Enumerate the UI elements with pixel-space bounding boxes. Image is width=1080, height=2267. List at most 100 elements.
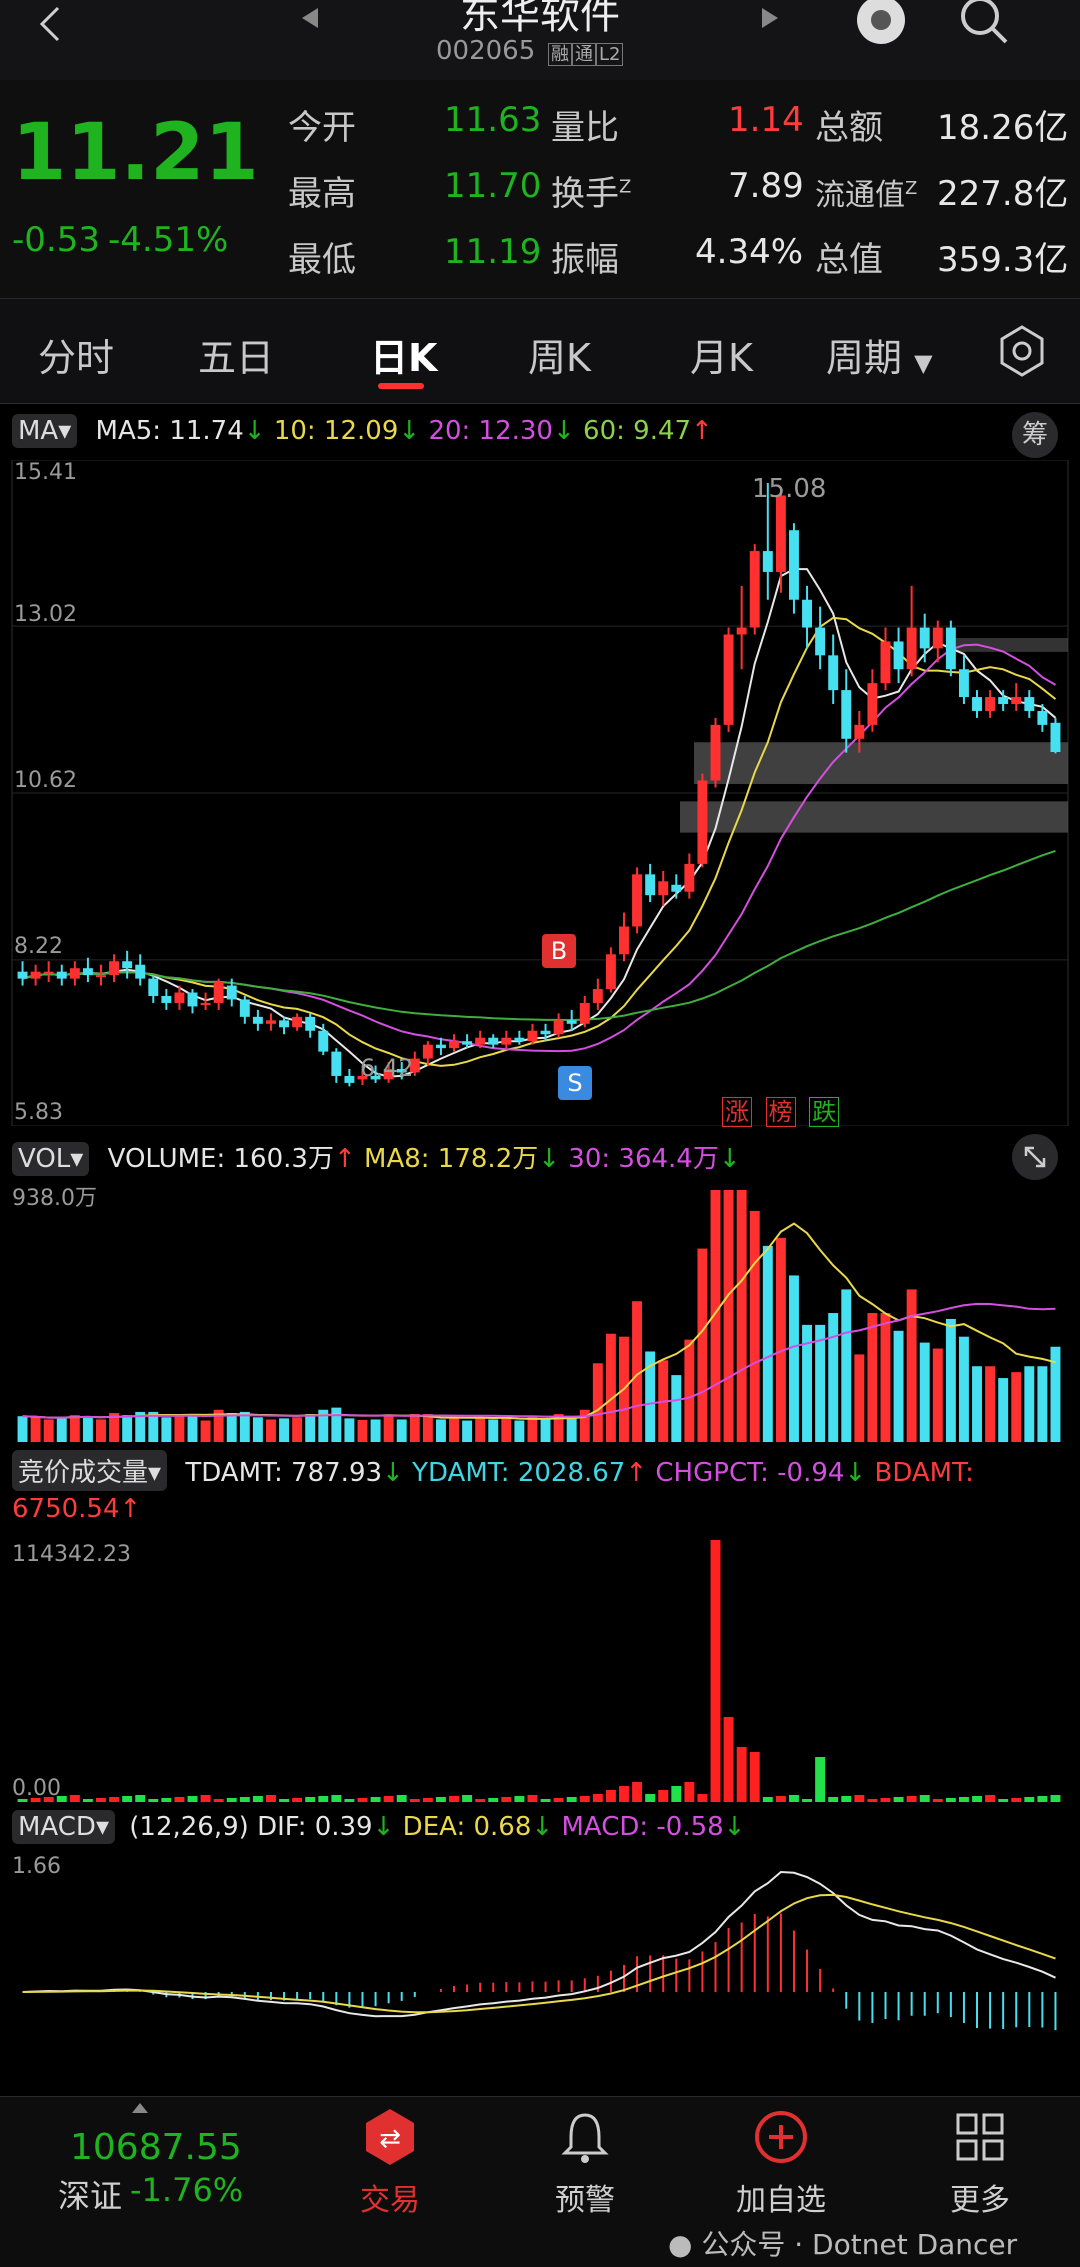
volume-bar [344, 1418, 355, 1442]
kline-chart[interactable] [0, 460, 1080, 1126]
auction-bar [318, 1796, 329, 1802]
auction-indicator-select[interactable]: 竞价成交量▾ [12, 1450, 168, 1491]
macd-chart[interactable] [0, 1852, 1080, 2092]
settings-icon[interactable] [996, 323, 1048, 379]
candle-body [945, 627, 956, 670]
bdamt-value-row: 6750.54↑ [12, 1494, 142, 1524]
auction-bar [788, 1795, 799, 1802]
nav-alert[interactable]: 预警 [535, 2107, 635, 2219]
candle-body [592, 989, 603, 1003]
candle-body [684, 863, 695, 892]
auction-bar [475, 1799, 486, 1802]
sell-marker[interactable]: S [558, 1066, 592, 1100]
rank-tag-down[interactable]: 跌 [809, 1097, 840, 1127]
rank-tag-up[interactable]: 涨 [722, 1097, 752, 1127]
back-arrow-icon[interactable] [30, 4, 70, 44]
volume-bar [749, 1210, 760, 1442]
tab-weekly-k[interactable]: 周K [528, 336, 591, 380]
high-label: 最高 [288, 174, 356, 214]
camera-icon[interactable] [853, 0, 909, 50]
volume-bar [893, 1330, 904, 1442]
dea-line [22, 1893, 1056, 2014]
candle-body [958, 669, 969, 698]
period-tabs: 分时 五日 日K 周K 月K 周期 ▼ [0, 298, 1080, 404]
auction-bar [867, 1799, 878, 1802]
chip-distribution-button[interactable]: 筹 [1012, 412, 1058, 458]
auction-bar [174, 1797, 185, 1802]
candle-body [435, 1044, 446, 1049]
tdamt-value: TDAMT: 787.93 [185, 1458, 383, 1488]
auction-bar [841, 1796, 852, 1802]
amplitude-value: 4.34% [695, 232, 804, 272]
auction-bar [292, 1798, 303, 1802]
auction-bar [435, 1797, 446, 1802]
volume-bar [305, 1414, 316, 1442]
next-stock-icon[interactable] [758, 6, 782, 30]
search-icon[interactable] [956, 0, 1016, 50]
rank-tags[interactable]: 涨 榜 跌 [722, 1092, 840, 1127]
buy-marker[interactable]: B [542, 934, 576, 968]
volume-bar [174, 1415, 185, 1442]
auction-bar [1011, 1798, 1022, 1802]
nav-more[interactable]: 更多 [930, 2107, 1030, 2219]
candle-body [161, 995, 172, 1003]
high-price-label: 15.08 [752, 474, 827, 504]
auction-bar [710, 1540, 721, 1802]
axis-label: 10.62 [14, 768, 77, 793]
candle-body [43, 971, 54, 974]
volume-bar [265, 1419, 276, 1442]
nav-add-watchlist[interactable]: 加自选 [726, 2107, 836, 2219]
candle-body [697, 780, 708, 864]
tab-intraday[interactable]: 分时 [38, 336, 115, 380]
float-value-label: 流通值Z [815, 170, 917, 214]
candle-body [69, 968, 80, 979]
macd-max-label: 1.66 [12, 1854, 61, 1879]
auction-chart[interactable] [0, 1540, 1080, 1802]
rank-tag-list[interactable]: 榜 [765, 1097, 796, 1127]
auction-bar [409, 1799, 420, 1802]
tab-monthly-k[interactable]: 月K [690, 336, 753, 380]
candle-body [279, 1020, 290, 1028]
float-sup: Z [905, 178, 918, 199]
volume-chart[interactable] [0, 1180, 1080, 1442]
tab-period[interactable]: 周期 ▼ [826, 327, 933, 382]
candle-body [710, 724, 721, 781]
caret-up-icon[interactable] [130, 2101, 150, 2115]
volume-bar [17, 1416, 28, 1442]
candle-body [671, 884, 682, 892]
candle-body [148, 978, 159, 996]
candle-body [409, 1058, 420, 1073]
prev-stock-icon[interactable] [298, 6, 322, 30]
down-arrow-icon: ↓ [538, 1144, 561, 1174]
macd-indicator-select[interactable]: MACD▾ [12, 1810, 115, 1844]
volume-bar [357, 1419, 368, 1442]
candle-body [880, 641, 891, 684]
volume-bar [422, 1414, 433, 1442]
auction-bar [82, 1799, 93, 1802]
grid-icon [956, 2113, 1004, 2161]
nav-trade[interactable]: ⇄ 交易 [340, 2107, 440, 2219]
index-value[interactable]: 10687.55 [70, 2127, 242, 2168]
tab-five-day[interactable]: 五日 [198, 336, 275, 380]
chgpct-value: CHGPCT: -0.94 [655, 1458, 845, 1488]
watermark: ● 公众号 · Dotnet Dancer [668, 2223, 1017, 2263]
auction-bar [17, 1799, 28, 1802]
candle-body [658, 881, 669, 896]
bell-icon [561, 2113, 609, 2163]
down-arrow-icon: ↓ [243, 416, 266, 446]
candle-body [985, 697, 996, 711]
vol-indicator-select[interactable]: VOL▾ [12, 1142, 90, 1176]
axis-label: 8.22 [14, 934, 63, 959]
top-bar: 东华软件 002065 融通 L2 [0, 0, 1080, 80]
vol-ma30-line [22, 1302, 1056, 1419]
tab-daily-k[interactable]: 日K [370, 336, 438, 380]
ma-indicator-select[interactable]: MA▾ [12, 414, 78, 448]
badge: 通 [572, 43, 596, 66]
candle-body [749, 551, 760, 628]
candle-body [828, 655, 839, 691]
auction-bar [527, 1795, 538, 1802]
volume-bar [632, 1301, 643, 1442]
expand-icon[interactable] [1012, 1134, 1058, 1180]
float-value-value: 227.8亿 [937, 174, 1069, 214]
auction-bar [96, 1798, 106, 1802]
